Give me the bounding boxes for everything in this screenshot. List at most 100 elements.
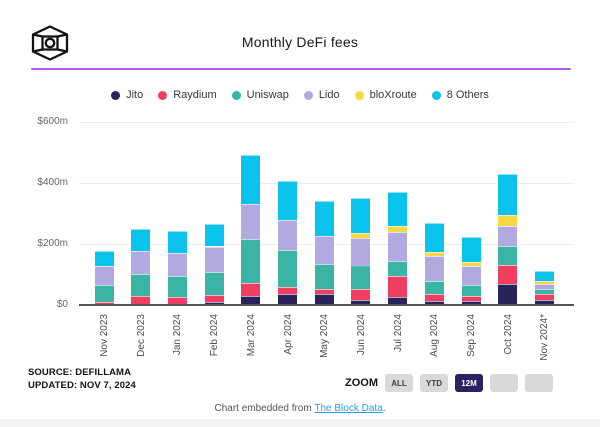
bar-segment-8-others[interactable] (314, 200, 334, 236)
the-block-logo-icon (31, 25, 69, 61)
bar-segment-8-others[interactable] (424, 222, 444, 252)
bar-segment-bloxroute[interactable] (461, 261, 481, 266)
bar-segment-lido[interactable] (241, 204, 261, 240)
bar-segment-raydium[interactable] (94, 302, 114, 305)
zoom-button-blank[interactable] (490, 374, 518, 392)
bar-segment-lido[interactable] (167, 252, 187, 276)
zoom-range-label: ZOOM (345, 377, 378, 389)
bar-segment-uniswap[interactable] (351, 265, 371, 289)
y-axis-tick-label: $600m (37, 116, 68, 127)
bar-segment-lido[interactable] (278, 219, 297, 250)
bar-segment-8-others[interactable] (534, 271, 554, 282)
y-axis-tick-label: $0 (56, 299, 68, 310)
bar-segment-jito[interactable] (424, 300, 444, 305)
bar-segment-jito[interactable] (498, 283, 518, 305)
x-axis-tick-label: May 2024 (319, 314, 331, 358)
bar-segment-lido[interactable] (498, 226, 518, 246)
bar-segment-lido[interactable] (461, 266, 481, 286)
bar-segment-jito[interactable] (314, 293, 334, 305)
bar-segment-raydium[interactable] (498, 265, 518, 284)
y-axis-tick-label: $400m (37, 177, 68, 188)
bar-segment-bloxroute[interactable] (424, 251, 444, 257)
bar-segment-raydium[interactable] (424, 294, 444, 301)
legend-item-bloxroute[interactable]: bloXroute (354, 89, 417, 101)
legend-item-lido[interactable]: Lido (303, 89, 340, 101)
bar-segment-uniswap[interactable] (534, 289, 554, 294)
bar-segment-uniswap[interactable] (314, 264, 334, 290)
bar-segment-jito[interactable] (534, 300, 554, 305)
bar-segment-8-others[interactable] (351, 198, 371, 234)
bar-segment-uniswap[interactable] (204, 272, 224, 296)
bar-segment-8-others[interactable] (167, 231, 187, 253)
bar-segment-bloxroute[interactable] (388, 226, 408, 233)
bar-segment-jito[interactable] (278, 294, 297, 305)
bar-segment-uniswap[interactable] (241, 239, 261, 283)
bar-segment-8-others[interactable] (204, 223, 224, 247)
bar-segment-raydium[interactable] (131, 296, 151, 305)
bar-segment-8-others[interactable] (278, 180, 297, 220)
source-attribution: SOURCE: DEFILLAMA UPDATED: NOV 7, 2024 (28, 367, 136, 392)
bar-segment-bloxroute[interactable] (498, 215, 518, 226)
zoom-button-12m[interactable]: 12M (455, 374, 483, 392)
bar-segment-lido[interactable] (204, 246, 224, 273)
bar-segment-uniswap[interactable] (131, 273, 151, 296)
bar-segment-raydium[interactable] (461, 295, 481, 301)
zoom-button-all[interactable]: ALL (385, 374, 413, 392)
bar-segment-8-others[interactable] (131, 228, 151, 252)
bar-segment-uniswap[interactable] (278, 249, 297, 287)
bar-segment-bloxroute[interactable] (534, 281, 554, 285)
chart-title: Monthly DeFi fees (241, 34, 359, 50)
legend-dot-icon (303, 90, 313, 100)
bar-segment-raydium[interactable] (314, 289, 334, 294)
bar-segment-raydium[interactable] (351, 288, 371, 301)
bar-segment-raydium[interactable] (167, 297, 187, 305)
bar-segment-uniswap[interactable] (388, 260, 408, 276)
bar-segment-uniswap[interactable] (461, 285, 481, 296)
bar-segment-jito[interactable] (204, 302, 224, 305)
legend-item-jito[interactable]: Jito (111, 89, 143, 101)
bar-segment-uniswap[interactable] (424, 280, 444, 294)
bar-segment-lido[interactable] (534, 284, 554, 290)
bar-segment-jito[interactable] (351, 300, 371, 306)
bar-segment-raydium[interactable] (204, 295, 224, 303)
legend-item-8-others[interactable]: 8 Others (431, 89, 489, 101)
x-axis-tick-label: Nov 2023 (99, 314, 110, 357)
bar-segment-jito[interactable] (241, 296, 261, 305)
legend-dot-icon (111, 90, 121, 100)
bar-segment-uniswap[interactable] (167, 276, 187, 298)
bar-segment-8-others[interactable] (498, 173, 518, 216)
zoom-button-ytd[interactable]: YTD (420, 374, 448, 392)
bar-aug-2024 (424, 222, 444, 305)
the-block-data-link[interactable]: The Block Data (314, 403, 383, 414)
bar-segment-8-others[interactable] (94, 251, 114, 267)
legend-label: 8 Others (446, 89, 489, 101)
zoom-range-buttons: ALL YTD 12M (385, 374, 553, 392)
bar-segment-raydium[interactable] (278, 287, 297, 295)
bar-segment-uniswap[interactable] (498, 245, 518, 265)
legend-item-raydium[interactable]: Raydium (158, 89, 217, 101)
legend-item-uniswap[interactable]: Uniswap (231, 89, 289, 101)
bar-segment-jito[interactable] (388, 296, 408, 305)
bar-segment-lido[interactable] (388, 232, 408, 261)
zoom-button-blank[interactable] (525, 374, 553, 392)
x-axis-tick-label: Aug 2024 (429, 314, 441, 357)
bar-segment-8-others[interactable] (388, 192, 408, 227)
bar-segment-raydium[interactable] (534, 294, 554, 301)
y-gridline (79, 122, 574, 123)
legend-label: Lido (318, 89, 340, 101)
bar-segment-8-others[interactable] (241, 155, 261, 204)
bar-segment-lido[interactable] (351, 238, 371, 266)
bar-segment-uniswap[interactable] (94, 284, 114, 303)
bar-segment-8-others[interactable] (461, 237, 481, 262)
bottom-strip (0, 419, 600, 427)
bar-segment-lido[interactable] (424, 256, 444, 281)
bar-segment-jito[interactable] (461, 300, 481, 305)
bar-segment-raydium[interactable] (388, 275, 408, 297)
bar-segment-lido[interactable] (94, 266, 114, 285)
bar-segment-lido[interactable] (131, 251, 151, 274)
bar-segment-lido[interactable] (314, 235, 334, 265)
bar-segment-bloxroute[interactable] (351, 233, 371, 238)
x-axis-tick-label: Mar 2024 (245, 314, 257, 357)
bar-segment-raydium[interactable] (241, 283, 261, 297)
x-axis-tick-label: Jun 2024 (355, 314, 367, 356)
